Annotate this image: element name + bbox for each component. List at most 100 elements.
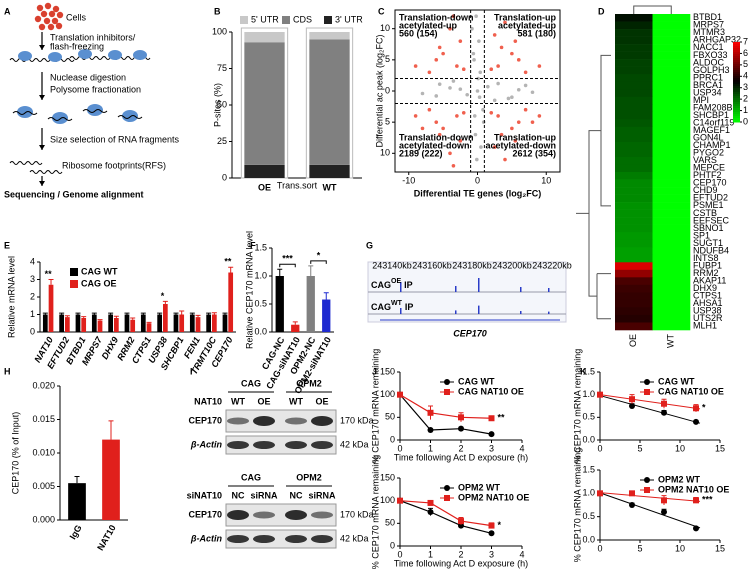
colorbar-segment [733,64,740,67]
bar [228,272,234,332]
step-label: Nuclease digestion [50,72,126,82]
y-axis-label: Differential ac peak (log₂FC) [374,35,384,148]
panel-label: D [598,6,605,16]
y-tick-label: 150 [380,366,395,376]
error-bar [292,321,298,325]
quadrant-label: acetylated-down [485,140,556,150]
row-label: EFTUD2 [693,193,728,203]
coordinate-label: 243200kb [492,260,532,270]
blot-label: CEP170 [188,509,222,519]
cell-icon [38,23,46,31]
row-label: BRCA1 [693,80,723,90]
heatmap-cell [652,36,691,45]
bar [114,318,119,332]
row-label: SUGT1 [693,238,723,248]
marker [661,497,667,504]
bar [173,314,179,332]
heatmap-cell [652,194,691,203]
band [227,441,249,449]
colorbar-segment [733,76,740,79]
colorbar-segment [733,82,740,85]
row-label: ARHGAP32 [693,35,741,45]
row-label: VARS [693,155,717,165]
point [477,39,481,43]
point [510,51,514,56]
error-bar [130,317,136,320]
significance: *** [702,495,713,505]
bar-segment [309,32,350,40]
heatmap-cell [652,262,691,271]
point [516,58,521,62]
x-tick-label: 5 [637,443,642,453]
y-tick-label: 2 [30,291,35,301]
marker [444,485,450,491]
colorbar-segment [733,108,740,111]
colorbar-segment [733,52,740,55]
y-tick-label: 0.015 [32,414,55,424]
fragment [82,109,108,113]
y-tick-label: 50 [217,99,227,109]
point [448,86,452,90]
lane-label: OE [257,396,270,406]
heatmap-cell [652,209,691,218]
point [523,70,528,75]
x-tick-label: 10 [675,443,685,453]
heatmap-cell [652,277,691,286]
heatmap-cell [652,81,691,90]
bar [275,276,284,332]
marker [427,427,434,434]
y-tick-label: 100 [380,495,395,505]
band [285,510,307,520]
heatmap-cell [652,217,691,225]
heatmap-cell [652,44,691,52]
significance: ** [224,257,232,267]
heatmap-cell [652,247,691,256]
row-label: CEP170 [693,178,727,188]
arrow-head [39,181,45,186]
point [474,14,478,19]
row-label: GON4L [693,133,724,143]
point [492,33,497,37]
bar [206,314,211,332]
heatmap-cell [652,51,691,60]
marker [397,391,403,398]
legend-label: CAG WT [81,266,118,276]
heatmap-cell [615,51,653,60]
fit-line [599,492,701,502]
point [455,64,459,68]
legend-swatch [70,280,78,288]
marker [427,509,434,515]
heatmap-cell [652,21,691,30]
step-label: Cells [66,12,87,22]
colorbar-segment [733,88,740,91]
marker [444,379,450,385]
colorbar-segment [733,62,740,65]
heatmap-cell [652,232,691,241]
y-tick-label: 10 [380,148,390,158]
plot-frame [394,9,561,173]
panel-label: J [372,366,377,376]
heatmap-cell [652,224,691,233]
lane-label: siRNA [308,490,336,500]
fit-line [599,394,701,410]
point [413,64,418,68]
point [496,114,500,118]
cell-icon [34,15,42,23]
point [489,67,494,71]
marker [629,403,635,409]
fit-line [599,492,701,529]
bar [68,483,86,520]
point [465,92,469,97]
x-tick-label: WT [323,182,337,192]
x-tick-label: 15 [715,543,725,553]
heatmap-cell [652,104,691,113]
error-bar [48,279,54,285]
x-tick-label: 5 [637,543,642,553]
column-label: OE [628,334,638,347]
y-tick-label: 1.5 [582,366,595,376]
panel-label: I [190,366,193,376]
panel-label: A [4,6,11,16]
fragment [117,115,143,119]
x-tick-label: 4 [519,443,524,453]
colorbar-segment [733,56,740,59]
